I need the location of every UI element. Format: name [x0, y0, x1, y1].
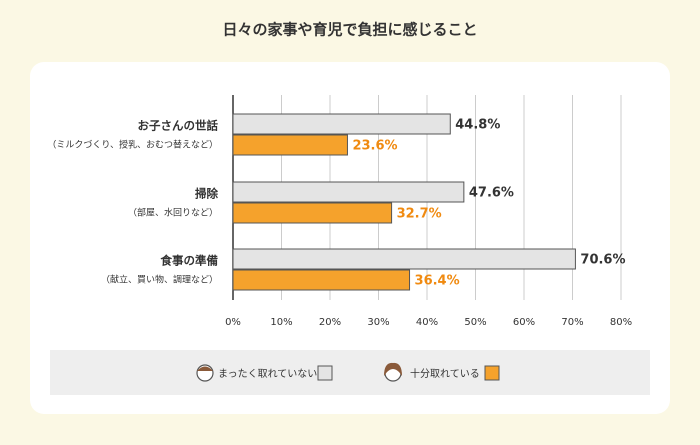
value-label: 32.7%: [397, 207, 442, 222]
legend-icon: [196, 362, 402, 382]
category-note: （部屋、水回りなど）: [128, 207, 218, 219]
x-tick-label: 30%: [367, 317, 389, 328]
x-tick-label: 10%: [270, 317, 292, 328]
x-tick-label: 40%: [416, 317, 438, 328]
x-tick-label: 70%: [561, 317, 583, 328]
x-tick-label: 0%: [225, 317, 241, 328]
x-tick-label: 20%: [319, 317, 341, 328]
value-label: 44.8%: [455, 118, 500, 133]
value-label: 23.6%: [352, 139, 397, 154]
value-label: 47.6%: [469, 186, 514, 201]
category-label: 食事の準備: [161, 254, 219, 268]
legend-box: [50, 350, 650, 395]
bar: [232, 181, 465, 203]
category-label: お子さんの世話: [138, 119, 219, 133]
category-label: 掃除: [195, 187, 218, 201]
x-tick-label: 80%: [610, 317, 632, 328]
legend-swatch: [317, 365, 333, 381]
category-note: （献立、買い物、調理など）: [101, 274, 218, 286]
bar: [232, 202, 393, 224]
value-label: 70.6%: [580, 253, 625, 268]
legend-swatch: [484, 365, 500, 381]
category-note: （ミルクづくり、授乳、おむつ替えなど）: [47, 139, 218, 151]
panel: [30, 62, 670, 414]
chart-title: 日々の家事や育児で負担に感じること: [222, 21, 477, 39]
x-tick-label: 60%: [513, 317, 535, 328]
x-tick-label: 50%: [464, 317, 486, 328]
value-label: 36.4%: [415, 274, 460, 289]
bar: [232, 134, 348, 156]
bar: [232, 113, 451, 135]
legend-label: 十分取れている: [410, 367, 480, 380]
bar: [232, 248, 576, 270]
bar: [232, 269, 411, 291]
legend-label: まったく取れていない: [218, 368, 317, 380]
